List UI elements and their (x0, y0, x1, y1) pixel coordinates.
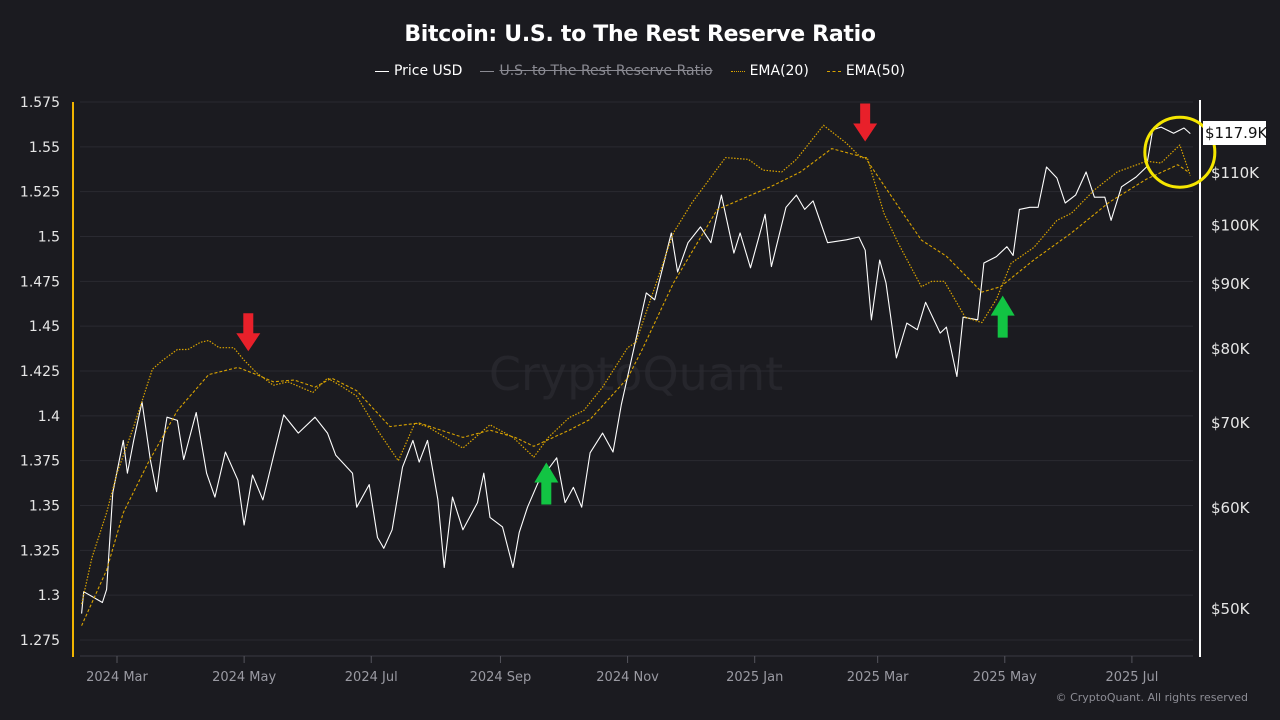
right-tick-label: $70K (1211, 414, 1251, 432)
right-tick-label: $90K (1211, 275, 1251, 293)
copyright-footer: © CryptoQuant. All rights reserved (1055, 691, 1248, 704)
legend-label: EMA(20) (749, 63, 809, 79)
legend-label: Price USD (393, 63, 463, 79)
series-line-price-usd (81, 126, 1191, 614)
legend-swatch-solid (374, 70, 389, 72)
red-down-arrow-icon (236, 313, 261, 352)
left-tick-label: 1.475 (20, 274, 60, 290)
left-tick-label: 1.575 (20, 95, 60, 111)
legend-swatch-dashed (826, 70, 841, 72)
last-price-label: $117.9K (1203, 121, 1267, 145)
legend-swatch-dotted (730, 70, 745, 72)
x-tick-label: 2024 Jul (345, 670, 398, 685)
left-tick-label: 1.4 (38, 409, 60, 425)
right-tick-label: $80K (1211, 340, 1251, 358)
gridlines (80, 101, 1193, 641)
legend-item-price-usd[interactable]: Price USD (374, 63, 463, 79)
legend: Price USD U.S. to The Rest Reserve Ratio… (0, 63, 1280, 79)
x-tick-label: 2025 Mar (847, 670, 909, 685)
x-tick-label: 2025 Jul (1105, 670, 1158, 685)
green-up-arrow-icon (990, 295, 1015, 338)
red-down-arrow-icon (853, 103, 878, 142)
right-tick-label: $60K (1211, 499, 1251, 517)
left-tick-label: 1.525 (20, 185, 60, 201)
right-tick-label: $100K (1211, 217, 1260, 235)
series-line-ema-50 (81, 148, 1189, 626)
left-tick-label: 1.275 (20, 633, 60, 649)
series-line-ema-20 (81, 124, 1191, 605)
left-tick-label: 1.45 (29, 319, 60, 335)
left-tick-label: 1.425 (20, 364, 60, 380)
legend-item-ema50[interactable]: EMA(50) (826, 63, 906, 79)
chart-title: Bitcoin: U.S. to The Rest Reserve Ratio (404, 22, 876, 47)
legend-label: U.S. to The Rest Reserve Ratio (499, 63, 713, 79)
green-up-arrow-icon (534, 462, 559, 505)
left-tick-label: 1.375 (20, 454, 60, 470)
annotations-layer (236, 103, 1217, 505)
x-tick-label: 2025 Jan (726, 670, 783, 685)
legend-label: EMA(50) (845, 63, 906, 79)
left-tick-label: 1.3 (38, 588, 60, 604)
x-tick-label: 2024 Nov (596, 670, 659, 685)
x-tick-label: 2025 May (973, 670, 1037, 685)
legend-swatch-solid (480, 70, 495, 72)
axes: 1.575 1.55 1.525 1.5 1.475 1.45 1.425 1.4 1.375 1… (20, 95, 1260, 685)
highlight-circle (1143, 115, 1217, 189)
left-tick-label: 1.55 (29, 140, 60, 156)
x-tick-label: 2024 May (212, 670, 276, 685)
right-tick-label: $50K (1211, 600, 1251, 618)
x-tick-label: 2024 Mar (86, 670, 148, 685)
left-tick-label: 1.5 (38, 230, 60, 246)
legend-item-ema20[interactable]: EMA(20) (730, 63, 809, 79)
legend-item-reserve-ratio[interactable]: U.S. to The Rest Reserve Ratio (480, 63, 713, 79)
watermark: CryptoQuant (489, 347, 783, 401)
series-layer (81, 124, 1191, 626)
right-tick-label: $110K (1211, 164, 1260, 182)
left-tick-label: 1.35 (29, 499, 60, 515)
x-tick-label: 2024 Sep (470, 670, 532, 685)
left-tick-label: 1.325 (20, 543, 60, 559)
